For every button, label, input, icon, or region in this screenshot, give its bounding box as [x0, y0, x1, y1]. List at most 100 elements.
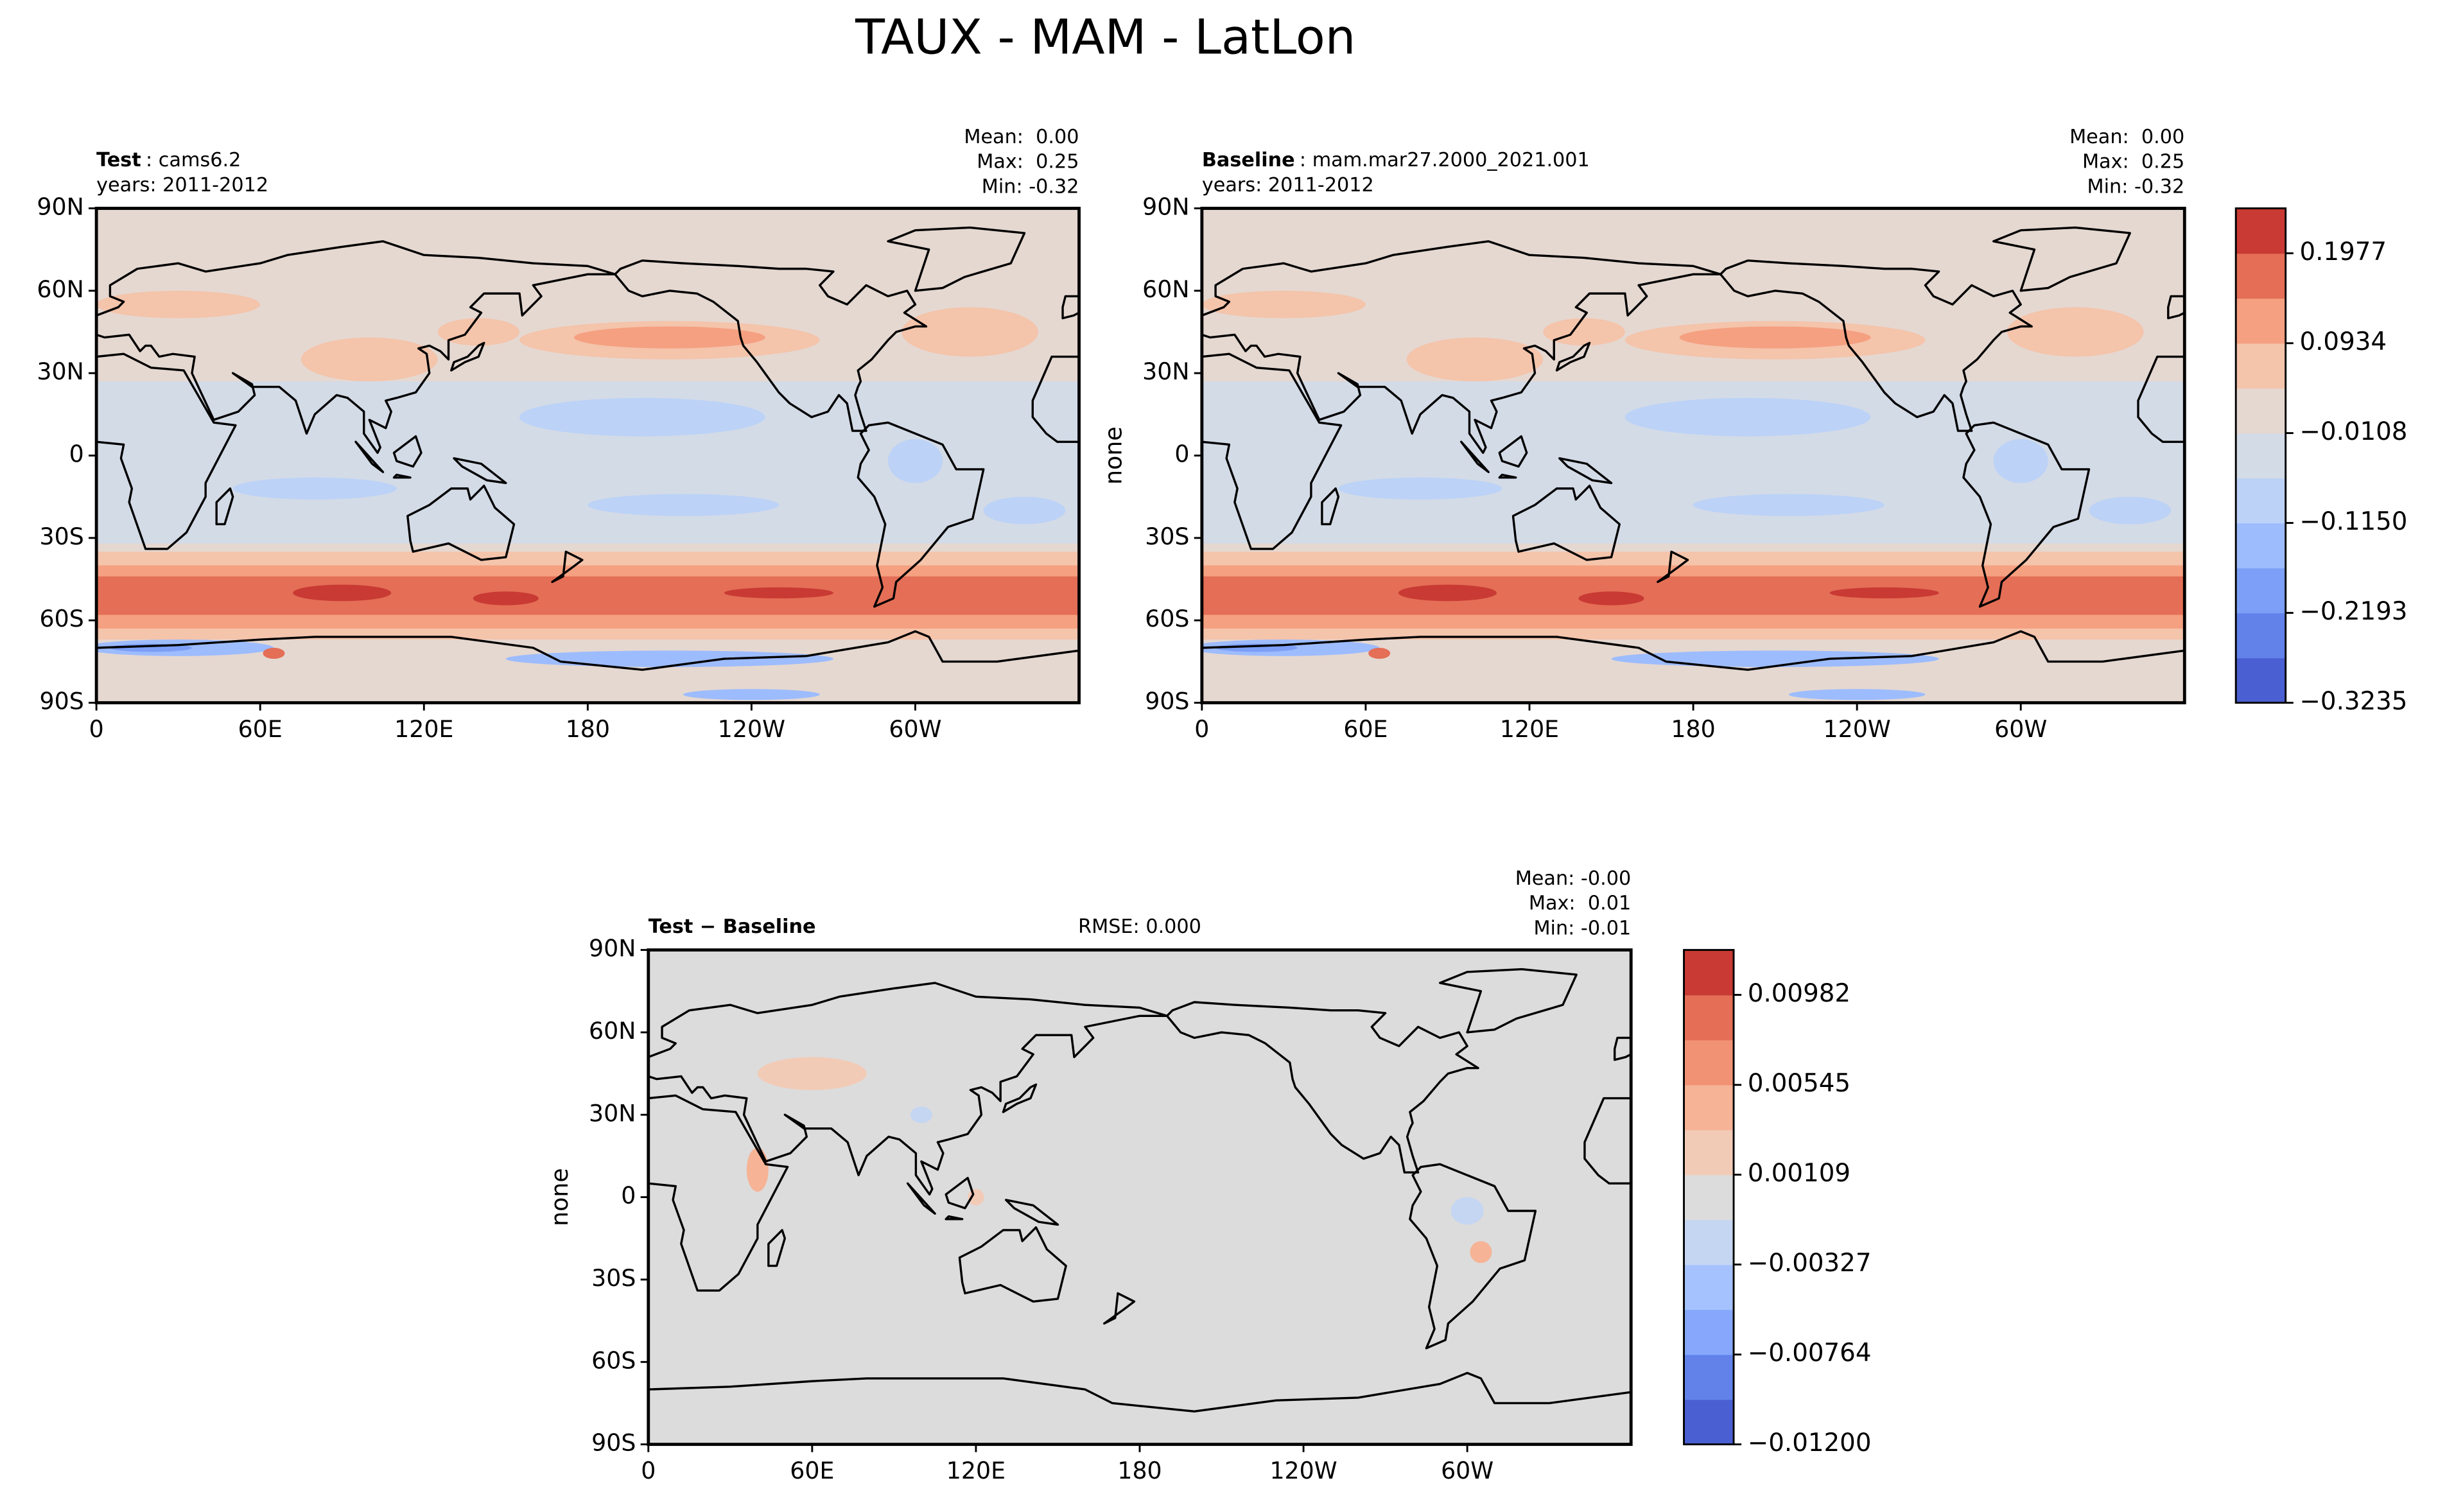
- field-patch: [968, 1188, 984, 1206]
- field-patch: [983, 496, 1066, 525]
- coastline: [96, 630, 1079, 703]
- x-tick-label: 180: [1117, 1457, 1162, 1484]
- colorbar-tick-label: 0.00109: [1748, 1159, 1850, 1188]
- y-tick-label: 90N: [37, 193, 83, 221]
- y-tick-label: 90N: [589, 935, 636, 962]
- field-patch: [901, 307, 1038, 357]
- coastline: [551, 550, 584, 584]
- x-tick-label: 60E: [1343, 715, 1388, 743]
- field-patch: [1450, 1197, 1484, 1225]
- x-tick-label: 0: [1194, 715, 1209, 743]
- coastline: [1031, 355, 1079, 443]
- colorbar-bin: [2236, 208, 2286, 254]
- y-tick-label: 30S: [591, 1264, 636, 1292]
- coastline: [1962, 421, 2091, 608]
- field-patch: [473, 591, 539, 605]
- field-patch: [683, 689, 820, 700]
- field-band: [1201, 576, 2185, 615]
- field-patch: [1338, 477, 1502, 500]
- coastline: [1438, 968, 1578, 1034]
- y-tick-label: 0: [1174, 440, 1189, 468]
- colorbar-tick-label: −0.1150: [2299, 507, 2407, 536]
- x-tick-label: 60E: [238, 715, 283, 743]
- map-panel: [1201, 208, 2185, 703]
- coastline: [1002, 1083, 1038, 1113]
- map-panel: [96, 208, 1079, 703]
- coastline: [945, 1215, 964, 1221]
- field-patch: [263, 648, 285, 659]
- field-patch: [1788, 689, 1926, 700]
- coastline: [1061, 295, 1079, 320]
- colorbar-bin: [1684, 1174, 1734, 1221]
- colorbar-bin: [1684, 1219, 1734, 1265]
- colorbar-tick-label: −0.0108: [2299, 417, 2407, 446]
- field-patch: [1201, 290, 1366, 318]
- field-patch: [519, 397, 765, 437]
- panel-stat: Min: -0.32: [982, 175, 1079, 198]
- coastline: [1614, 1036, 1632, 1061]
- x-tick-label: 120W: [1824, 715, 1891, 743]
- panel-stat: Mean: 0.00: [2069, 126, 2184, 148]
- y-tick-label: 30N: [1142, 358, 1189, 385]
- map-panel: [648, 950, 1632, 1445]
- coastline: [406, 484, 516, 561]
- field-patch: [1543, 318, 1625, 346]
- field-patch: [1624, 397, 1871, 437]
- coastline: [1583, 1097, 1632, 1185]
- y-tick-label: 30S: [1145, 523, 1189, 550]
- coastline: [614, 259, 928, 432]
- coastline: [215, 487, 234, 526]
- colorbar-bin: [2236, 343, 2286, 389]
- colorbar-bin: [2236, 388, 2286, 434]
- colorbar-bin: [1684, 1039, 1734, 1086]
- y-tick-label: 90S: [591, 1429, 636, 1457]
- panel-stat: Mean: -0.00: [1515, 867, 1632, 890]
- field-patch: [1611, 650, 1939, 667]
- coastline: [648, 1094, 789, 1292]
- colorbar-bin: [2236, 478, 2286, 524]
- coastline: [2167, 295, 2185, 320]
- coastline: [648, 1371, 1632, 1445]
- field-patch: [300, 337, 438, 382]
- colorbar-tick-label: −0.2193: [2299, 597, 2407, 626]
- colorbar-bin: [1684, 995, 1734, 1041]
- field-patch: [505, 650, 833, 667]
- colorbar-bin: [2236, 253, 2286, 299]
- y-tick-label: 90S: [1145, 688, 1189, 715]
- coastline: [1103, 1292, 1136, 1325]
- x-tick-label: 60E: [790, 1457, 834, 1484]
- coastline: [96, 240, 616, 454]
- field-patch: [96, 290, 261, 318]
- panel-years: years: 2011-2012: [1202, 174, 1374, 196]
- field-patch: [1368, 648, 1391, 659]
- colorbar-bin: [1684, 1354, 1734, 1400]
- field-patch: [437, 318, 520, 346]
- coastline: [1498, 435, 1528, 468]
- coastline: [2137, 355, 2185, 443]
- panel-stat: Mean: 0.00: [964, 126, 1079, 148]
- panel-header: Test − Baseline: [649, 916, 816, 938]
- colorbar-bin: [2236, 657, 2286, 704]
- colorbar-tick-label: −0.3235: [2299, 687, 2407, 716]
- coastline: [1498, 473, 1517, 479]
- field-patch: [2007, 307, 2144, 357]
- x-tick-label: 60W: [1441, 1457, 1493, 1484]
- colorbar-bin: [1684, 1399, 1734, 1445]
- coastline: [1409, 1163, 1537, 1350]
- colorbar-tick-label: −0.00764: [1748, 1339, 1872, 1368]
- x-tick-label: 180: [566, 715, 610, 743]
- field-patch: [1829, 587, 1939, 598]
- coastline: [906, 1182, 936, 1215]
- coastline: [1558, 457, 1613, 485]
- y-tick-label: 30N: [589, 1099, 636, 1127]
- coastline: [648, 982, 1169, 1196]
- coastline: [945, 1176, 975, 1210]
- panel-stat: Max: 0.25: [977, 151, 1079, 173]
- colorbar-bin: [2236, 433, 2286, 479]
- colorbar-tick-label: −0.01200: [1748, 1429, 1872, 1457]
- field-patch: [1993, 439, 2048, 483]
- field-patch: [1406, 337, 1544, 382]
- coastline: [1321, 487, 1340, 526]
- coastline: [450, 342, 485, 372]
- field-patch: [757, 1057, 867, 1090]
